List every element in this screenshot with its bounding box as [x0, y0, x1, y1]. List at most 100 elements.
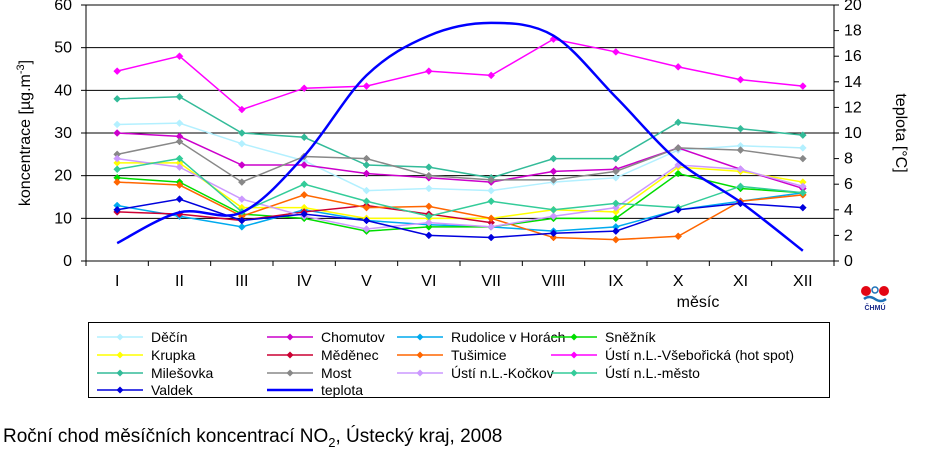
data-point [424, 212, 433, 221]
data-point [611, 173, 620, 182]
data-point [611, 235, 620, 244]
legend-label: Sněžník [605, 329, 656, 345]
logo-text: ČHMÚ [864, 305, 886, 312]
data-point [362, 203, 371, 212]
y2-tick-label: 18 [844, 23, 862, 40]
legend-marker [116, 351, 124, 359]
data-point [362, 161, 371, 169]
data-point [237, 139, 246, 148]
legend-label: Děčín [151, 329, 188, 345]
x-tick-label: XI [733, 273, 748, 290]
data-point [237, 223, 246, 231]
series-line [117, 198, 803, 239]
y-tick-label: 20 [54, 168, 72, 185]
legend-marker [570, 351, 578, 359]
data-point [798, 154, 807, 163]
y-axis-title-sup: -3 [15, 64, 27, 74]
series-teplota [116, 21, 804, 252]
data-point [611, 227, 620, 235]
x-tick-label: XII [793, 273, 813, 290]
data-point [237, 161, 246, 169]
data-point [237, 216, 246, 225]
y2-tick-label: 10 [844, 125, 862, 142]
data-point [674, 63, 683, 71]
y2-axis-title: teplota [°C] [892, 93, 909, 172]
legend-marker [570, 333, 578, 341]
data-point [237, 195, 246, 203]
legend-swatch [97, 369, 143, 377]
y2-tick-label: 0 [844, 253, 853, 270]
data-point [362, 216, 371, 225]
y-tick-label: 0 [63, 253, 72, 270]
series-line [117, 157, 803, 217]
data-point [611, 154, 620, 163]
legend-swatch [267, 333, 313, 341]
data-point [175, 181, 184, 189]
data-point [736, 75, 745, 84]
data-point [611, 203, 620, 212]
data-point [611, 208, 620, 216]
y-tick-label: 30 [54, 125, 72, 142]
legend-label: Valdek [151, 382, 193, 398]
data-point [300, 161, 309, 169]
logo-icon [861, 286, 889, 303]
data-point [300, 133, 309, 142]
data-point [300, 180, 309, 189]
data-point [487, 214, 496, 223]
data-point [798, 203, 807, 212]
data-point [113, 205, 122, 214]
data-point [549, 229, 558, 238]
legend-swatch [267, 369, 313, 377]
legend-swatch [97, 351, 143, 359]
data-point [424, 231, 433, 240]
chart-caption: Roční chod měsíčních koncentrací NO2, Ús… [3, 426, 502, 450]
data-point [237, 105, 246, 114]
data-point [424, 223, 433, 231]
y2-tick-label: 2 [844, 227, 853, 244]
data-point [798, 131, 807, 139]
series-line [117, 122, 803, 192]
legend-marker [570, 369, 578, 377]
data-point [113, 154, 122, 163]
data-point [736, 182, 745, 191]
legend-label: Měděnec [321, 347, 379, 363]
y2-tick-label: 12 [844, 99, 862, 116]
legend-swatch [551, 351, 597, 359]
legend-label: Ústí n.L.-Kočkov [451, 365, 554, 381]
data-point [362, 82, 371, 90]
series-line [116, 21, 804, 252]
data-point [175, 52, 184, 61]
data-point [300, 84, 309, 93]
data-point [424, 218, 433, 227]
data-point [424, 163, 433, 171]
series-line [117, 172, 803, 232]
data-point [362, 154, 371, 163]
legend-swatch [551, 333, 597, 341]
x-tick-label: IV [297, 273, 312, 290]
legend-marker [416, 351, 424, 359]
data-point [549, 167, 558, 176]
y-axis-left: 0 10 20 30 40 50 60 [54, 0, 86, 270]
legend-marker [116, 386, 124, 394]
legend-swatch [97, 333, 143, 341]
y-axis-title-end: ] [17, 60, 34, 64]
data-point [487, 176, 496, 184]
legend-marker [286, 351, 294, 359]
y2-tick-label: 16 [844, 48, 862, 65]
series-line [117, 157, 804, 230]
data-point [424, 67, 433, 75]
y2-tick-label: 14 [844, 74, 862, 91]
data-point [549, 233, 558, 242]
data-point [611, 48, 620, 56]
x-tick-label: III [235, 273, 248, 290]
data-point [113, 120, 122, 129]
series-line [117, 162, 803, 220]
data-point [424, 171, 433, 180]
data-point [674, 144, 683, 152]
y-tick-label: 10 [54, 210, 72, 227]
chart-legend: Děčín Chomutov Rudolice v Horách Sněžník Kru… [88, 322, 830, 398]
y-axis-title-main: koncentrace [µg.m [17, 74, 34, 206]
data-point [674, 232, 683, 241]
data-point [113, 95, 122, 103]
y-axis-title: koncentrace [µg.m-3] [15, 60, 34, 206]
